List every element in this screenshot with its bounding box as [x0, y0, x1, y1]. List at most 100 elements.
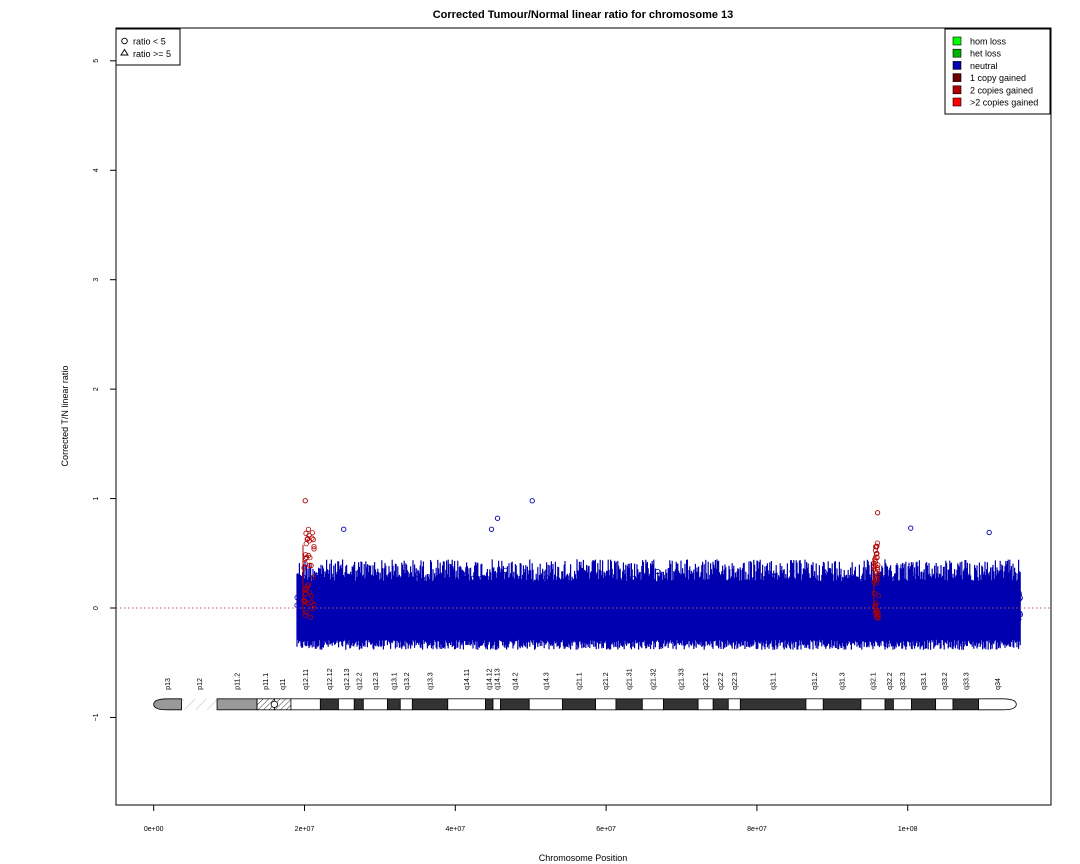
ideogram-band-label: q21.31: [627, 668, 634, 690]
neutral-point: [521, 614, 528, 620]
neutral-point: [861, 619, 867, 625]
neutral-point: [855, 597, 862, 603]
neutral-point: [424, 584, 430, 591]
neutral-point: [870, 620, 876, 626]
neutral-point: [543, 622, 549, 629]
ideogram-band: [739, 698, 807, 711]
neutral-point: [779, 603, 785, 610]
neutral-point: [515, 624, 521, 630]
neutral-point: [912, 601, 919, 607]
neutral-point: [802, 619, 808, 625]
neutral-point: [784, 598, 790, 605]
neutral-point: [606, 597, 613, 603]
ideogram-band-label: q12.2: [356, 672, 363, 690]
neutral-point: [708, 590, 714, 597]
ideogram-band: [952, 698, 980, 711]
ideogram-band: [595, 698, 617, 711]
neutral-point: [716, 623, 723, 629]
x-axis: 0e+00 2e+07 4e+07 6e+07 8e+07 1e+08: [144, 805, 918, 833]
neutral-point: [314, 612, 320, 618]
neutral-point: [834, 586, 841, 592]
neutral-point: [336, 592, 342, 598]
neutral-point: [460, 622, 466, 629]
neutral-point: [603, 572, 610, 578]
neutral-point: [480, 586, 486, 592]
legend-entry-label: het loss: [970, 49, 1002, 59]
neutral-point: [575, 613, 581, 619]
neutral-point: [629, 575, 636, 581]
neutral-point: [297, 613, 303, 619]
neutral-point: [526, 612, 532, 618]
neutral-point: [425, 599, 432, 605]
neutral-point: [330, 584, 336, 591]
ideogram-band-label: q13.3: [428, 672, 435, 690]
neutral-point: [483, 618, 489, 625]
neutral-point: [340, 611, 346, 617]
neutral-point: [431, 619, 437, 625]
neutral-point: [317, 591, 324, 597]
neutral-point: [842, 586, 849, 592]
neutral-point: [719, 577, 725, 583]
neutral-point: [443, 613, 449, 619]
neutral-point: [736, 588, 742, 595]
neutral-point: [702, 602, 708, 608]
neutral-point: [967, 586, 974, 592]
neutral-point: [665, 600, 671, 607]
neutral-point: [850, 602, 856, 608]
gained-point: [871, 590, 878, 597]
neutral-point: [705, 599, 711, 605]
neutral-point: [555, 607, 562, 614]
gained-point: [308, 593, 314, 599]
neutral-point: [821, 569, 828, 575]
neutral-point: [316, 598, 322, 604]
gained-point: [873, 551, 880, 557]
neutral-point: [658, 588, 664, 594]
neutral-point: [486, 586, 492, 593]
neutral-point: [926, 580, 933, 586]
neutral-point: [583, 572, 589, 578]
neutral-point: [881, 588, 888, 595]
neutral-point: [979, 609, 986, 615]
neutral-point: [684, 608, 690, 615]
neutral-point: [312, 607, 318, 614]
neutral-point: [892, 582, 899, 589]
gained-point: [309, 606, 315, 612]
neutral-point: [924, 604, 930, 611]
neutral-point: [453, 598, 459, 604]
neutral-point: [777, 588, 784, 594]
neutral-point: [632, 609, 638, 615]
neutral-point: [809, 606, 815, 613]
neutral-point: [426, 584, 432, 590]
neutral-point: [706, 596, 712, 602]
neutral-point: [569, 600, 575, 606]
y-tick-label: 0: [93, 606, 100, 610]
ideogram-band: [362, 698, 388, 711]
neutral-point: [325, 589, 331, 595]
neutral-point: [680, 622, 686, 629]
neutral-point: [402, 615, 409, 621]
neutral-point: [522, 621, 528, 627]
neutral-point: [318, 582, 324, 589]
neutral-point: [484, 575, 490, 581]
neutral-point: [532, 601, 539, 607]
neutral-point: [448, 582, 454, 589]
legend-swatch: [952, 36, 962, 46]
neutral-point: [337, 588, 343, 595]
neutral-point: [596, 603, 603, 609]
neutral-point: [431, 613, 437, 620]
neutral-point: [392, 594, 398, 600]
neutral-point: [979, 612, 985, 619]
neutral-point: [612, 586, 619, 592]
neutral-point: [482, 621, 488, 627]
neutral-point: [806, 622, 813, 628]
neutral-point: [639, 609, 645, 615]
neutral-point: [688, 604, 695, 610]
neutral-point: [475, 612, 481, 619]
neutral-point: [962, 584, 969, 590]
neutral-point: [744, 589, 751, 596]
neutral-point: [989, 620, 995, 627]
neutral-point: [939, 603, 946, 610]
neutral-point: [481, 593, 488, 600]
neutral-point: [1002, 581, 1008, 587]
neutral-point: [884, 620, 890, 626]
